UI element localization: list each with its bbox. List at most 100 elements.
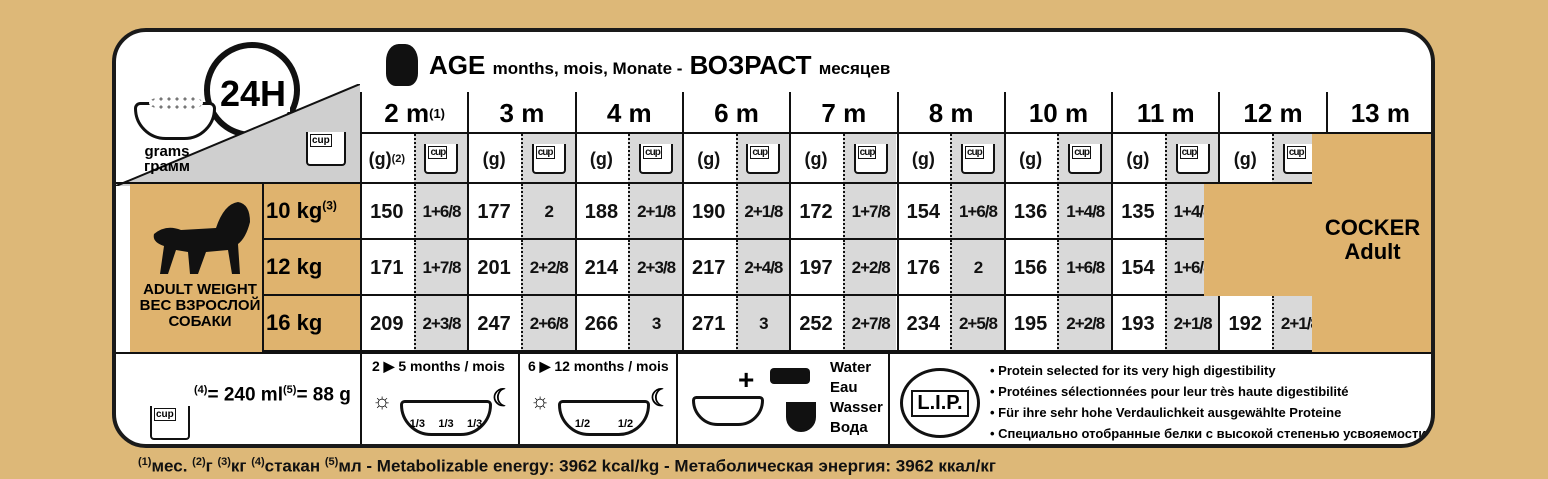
lip-text: L.I.P. — [911, 389, 969, 417]
cup-value: 2+2/8 — [1057, 296, 1112, 352]
cup-icon: cup — [424, 144, 459, 174]
column-line — [1431, 92, 1433, 134]
grams-value: 177 — [467, 184, 521, 240]
cup-value: 2+1/8 — [628, 184, 682, 240]
cup-icon-label: cup — [1179, 146, 1199, 159]
month-header: 4 m — [574, 92, 682, 134]
column-line — [1111, 92, 1114, 352]
age-main: AGE — [429, 50, 486, 80]
footnote-2-text: г — [205, 456, 218, 476]
cup-value: 1+7/8 — [413, 240, 468, 296]
cup-column-header: cup — [413, 134, 468, 184]
cup-icon-label: cup — [857, 146, 877, 159]
grams-label: grams грамм — [144, 144, 190, 174]
cup-value: 2+6/8 — [520, 296, 575, 352]
grams-value: 150 — [360, 184, 414, 240]
footnote-3: (3) — [217, 456, 231, 468]
weight-label: 10 kg(3) — [266, 198, 337, 224]
footnote-4-text: стакан — [264, 456, 325, 476]
grams-value: 266 — [574, 296, 629, 352]
grams-value: 154 — [1111, 240, 1165, 296]
month-header: 10 m — [1003, 92, 1111, 134]
month-label: 12 m — [1243, 97, 1303, 128]
puppy-icon — [386, 44, 418, 86]
cup-value: 1+6/8 — [1057, 240, 1112, 296]
cup-icon: cup — [853, 144, 888, 174]
lip-badge-icon: L.I.P. — [900, 368, 980, 438]
cup-value: 1+4/8 — [1057, 184, 1112, 240]
adult-box-mid — [1204, 184, 1314, 296]
cup-value: 2+2/8 — [842, 240, 897, 296]
clock-label: 24H — [216, 76, 291, 112]
age-ru: ВОЗРАСТ — [689, 50, 812, 80]
note4: (4) — [194, 384, 208, 396]
water-bowl-icon — [692, 396, 764, 426]
grams-column-header: (g) — [1003, 134, 1058, 184]
column-line — [789, 92, 792, 352]
weight-label: 12 kg — [266, 254, 322, 280]
age-title: AGE months, mois, Monate - ВОЗРАСТ месяц… — [429, 50, 890, 81]
month-note: (1) — [429, 105, 445, 121]
cup-value: 2+1/8 — [735, 184, 790, 240]
grams-header-text: (g) — [482, 148, 506, 169]
cup-icon: cup — [960, 144, 995, 174]
cup-column-header: cup — [1272, 134, 1326, 184]
age-sub: months, mois, Monate - — [492, 59, 683, 78]
weight-label-text: 10 kg — [266, 198, 323, 223]
meal-part: 1/3 — [466, 418, 483, 430]
adult-weight-ru1: ВЕС ВЗРОСЛОЙ — [139, 297, 261, 314]
grams-value: 176 — [896, 240, 951, 296]
cup-column-header: cup — [842, 134, 897, 184]
column-line — [467, 92, 470, 352]
meal-part: 1/3 — [409, 418, 425, 430]
cup-column-header: cup — [950, 134, 1004, 184]
lip-bullet: • Специально отобранные белки с высокой … — [990, 426, 1427, 441]
cup-icon: cup — [531, 144, 566, 174]
grams-value: 192 — [1218, 296, 1273, 352]
month-label: 11 m — [1136, 97, 1195, 128]
footnote-5-text: мл - Metabolizable energy: 3962 kcal/kg … — [338, 456, 996, 476]
meal-part: 1/3 — [438, 418, 454, 430]
meals1-title: 2 ▶ 5 months / mois — [372, 358, 505, 374]
grams-value: 171 — [360, 240, 414, 296]
grams-value: 172 — [789, 184, 843, 240]
grams-value: 188 — [574, 184, 629, 240]
month-label: 2 m — [384, 97, 430, 128]
grams-column-header: (g) (2) — [360, 134, 414, 184]
plus-icon: + — [738, 364, 755, 395]
grams-column-header: (g) — [681, 134, 736, 184]
cup-icon: cup — [306, 132, 346, 166]
grams-value: 252 — [789, 296, 843, 352]
footnote-5: (5) — [324, 456, 339, 468]
bottom-divider — [116, 352, 1431, 354]
meals2-title: 6 ▶ 12 months / mois — [528, 358, 669, 374]
bottom-sep-2 — [518, 352, 520, 444]
cup-icon-label: cup — [535, 146, 555, 159]
cup-equiv-icon: cup — [150, 406, 190, 440]
note5: (5) — [282, 384, 297, 396]
lip-bullet: • Protein selected for its very high dig… — [990, 363, 1276, 378]
cup-column-header: cup — [1164, 134, 1219, 184]
grams-column-header: (g) — [789, 134, 843, 184]
moon-icon: ☾ — [492, 385, 514, 412]
weight-label: 16 kg — [266, 310, 322, 336]
water-labels: Water Eau Wasser Вода — [830, 358, 883, 438]
lip-bullet: • Protéines sélectionnées pour leur très… — [990, 384, 1349, 399]
month-header: 3 m — [467, 92, 574, 134]
month-label: 3 m — [499, 97, 545, 128]
sun-icon: ☼ — [530, 388, 551, 413]
faucet-icon — [770, 368, 810, 384]
adult-weight-en: ADULT WEIGHT — [143, 281, 257, 298]
grams-header-text: (g) — [1019, 148, 1043, 169]
cup-icon-label: cup — [1286, 146, 1306, 159]
cup-ml: = 240 ml — [207, 384, 283, 406]
grams-value: 135 — [1111, 184, 1165, 240]
feeding-table-card: 24H grams грамм cup AGE months, mois, Mo… — [112, 28, 1435, 448]
cup-value: 1+6/8 — [950, 184, 1004, 240]
cup-column-header: cup — [628, 134, 682, 184]
grams-value: 247 — [467, 296, 521, 352]
cup-icon-label: cup — [428, 146, 448, 159]
cocker-text: COCKER — [1324, 215, 1421, 240]
cup-value: 2+3/8 — [628, 240, 682, 296]
grams-value: 201 — [467, 240, 521, 296]
